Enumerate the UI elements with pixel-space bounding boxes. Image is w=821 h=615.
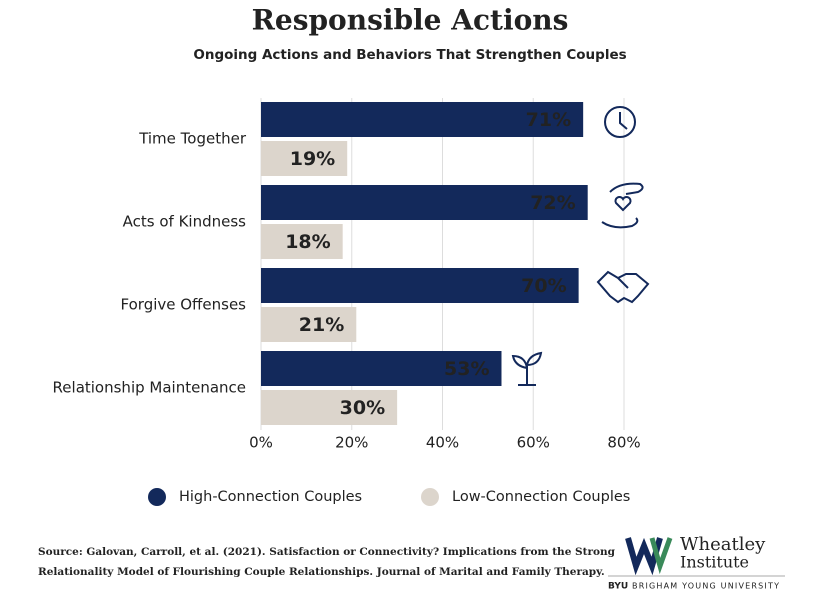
- category-label: Acts of Kindness: [123, 213, 247, 231]
- bar: [261, 185, 588, 220]
- source-line: Relationality Model of Flourishing Coupl…: [38, 566, 605, 578]
- value-label: 30%: [340, 397, 385, 419]
- legend-marker: [148, 488, 166, 506]
- logo-byu: BYU: [608, 582, 628, 592]
- legend-label: Low-Connection Couples: [452, 489, 630, 505]
- bar: [261, 102, 584, 137]
- source-line: Source: Galovan, Carroll, et al. (2021).…: [38, 546, 616, 558]
- bar: [261, 268, 579, 303]
- x-tick-label: 40%: [426, 434, 459, 452]
- grid: 0% 20% 40% 60% 80%: [249, 98, 641, 452]
- clock-icon: [604, 106, 636, 138]
- handshake-icon: [596, 270, 650, 304]
- chart-subtitle: Ongoing Actions and Behaviors That Stren…: [193, 47, 626, 63]
- bar: [261, 141, 348, 176]
- logo-mark: [625, 537, 663, 576]
- x-tick-label: 20%: [335, 434, 368, 452]
- category-label: Time Together: [138, 130, 247, 148]
- chart-title: Responsible Actions: [252, 4, 569, 37]
- x-tick-label: 60%: [517, 434, 550, 452]
- bar: [261, 390, 398, 425]
- heart-icon: [614, 196, 632, 212]
- category-label: Relationship Maintenance: [53, 379, 246, 397]
- bar: [261, 307, 357, 342]
- logo-university: BRIGHAM YOUNG UNIVERSITY: [632, 582, 780, 591]
- legend-marker: [421, 488, 439, 506]
- value-label: 19%: [290, 148, 335, 170]
- value-label: 72%: [530, 192, 575, 214]
- bar: [261, 351, 502, 386]
- clock-hands: [619, 112, 628, 130]
- logo-text: Institute: [680, 553, 749, 572]
- x-tick-label: 80%: [607, 434, 640, 452]
- legend-label: High-Connection Couples: [179, 489, 362, 505]
- legend: High-Connection Couples Low-Connection Co…: [148, 488, 630, 506]
- logo-text: Wheatley: [680, 534, 766, 555]
- hands-icon: [601, 182, 644, 229]
- value-label: 21%: [299, 314, 344, 336]
- value-label: 71%: [526, 109, 571, 131]
- value-label: 53%: [444, 358, 489, 380]
- plant-icon: [511, 351, 543, 386]
- x-tick-label: 0%: [249, 434, 273, 452]
- bars: Time Together 71% 19% Acts of Kindness 72% 18…: [53, 102, 588, 425]
- value-label: 18%: [285, 231, 330, 253]
- logo-mark-accent: [649, 537, 673, 575]
- logo: Wheatley Institute BYU BRIGHAM YOUNG UNI…: [608, 534, 785, 592]
- bar: [261, 224, 343, 259]
- category-label: Forgive Offenses: [121, 296, 247, 314]
- icons: [511, 106, 650, 386]
- value-label: 70%: [521, 275, 566, 297]
